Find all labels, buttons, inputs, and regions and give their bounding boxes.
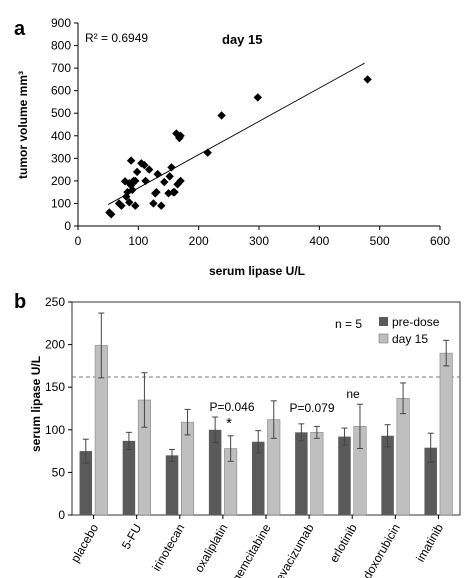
scatter-point [131,176,140,186]
scatter-point [126,156,136,165]
scatter-axes [77,23,440,227]
category-label: imatinib [413,521,446,564]
scatter-ticks: 0 100 200 300 400 500 600 0 100 200 300 400 500 600 70… [51,16,450,248]
bar-chart: 0 50 100 150 200 250 placebo 5-FU irinotecan oxa… [29,295,461,578]
scatter-point [203,148,212,157]
scatter-point [144,165,154,174]
scatter-point [128,185,137,195]
bar-pre-dose [295,432,308,515]
scatter-x-tick-label: 0 [75,234,82,248]
scatter-r2: R² = 0.6949 [85,31,148,45]
legend-label-day-15: day 15 [392,332,428,346]
scatter-point [117,201,126,210]
bevacizumab-p-value: P=0.079 [289,401,334,415]
bar-pre-dose [424,447,437,515]
scatter-point [120,177,130,186]
bar-day-15 [181,421,195,516]
panel-label-a: a [14,18,26,40]
category-label: erlotinib [327,521,360,565]
scatter-plot: 0 100 200 300 400 500 600 0 100 200 300 400 500 600 70… [16,16,450,278]
scatter-trendline [107,62,365,205]
bar-pre-dose [122,440,136,515]
category-label: placebo [68,521,101,565]
scatter-title: day 15 [222,32,262,47]
scatter-y-tick-label: 100 [51,196,71,210]
panel-label-b: b [14,291,26,313]
scatter-y-tick-label: 500 [51,106,71,120]
scatter-y-tick-label: 300 [51,151,71,165]
bar-y-tick-label: 150 [45,380,65,394]
bar-pre-dose [338,436,351,515]
oxaliplatin-significance: * [226,415,232,432]
bar-pre-dose [79,451,93,515]
bar-day-15 [439,352,453,516]
scatter-point [363,75,372,84]
erlotinib-ne: ne [346,387,360,401]
category-label: gemcitabine [229,521,274,578]
legend: pre-dose day 15 [378,315,440,346]
bar-y-label: serum lipase U/L [29,356,43,452]
scatter-point [140,160,149,170]
bar-y-tick-label: 0 [58,508,65,522]
scatter-point [170,187,179,197]
n-label: n = 5 [335,317,362,331]
scatter-point [153,169,162,179]
bar-day-15 [310,432,324,516]
scatter-x-tick-label: 600 [430,234,450,248]
bar-category-labels: placebo 5-FU irinotecan oxaliplatingemcitab… [68,515,446,578]
scatter-point [165,172,174,181]
scatter-point [131,201,140,210]
legend-swatch-pre-dose [379,317,388,326]
bar-pre-dose [381,435,394,515]
scatter-point [253,93,262,102]
scatter-x-tick-label: 500 [370,234,390,248]
bar-pre-dose [165,455,179,515]
scatter-y-label: tumor volume mm³ [16,71,30,179]
scatter-y-tick-label: 400 [51,129,71,143]
scatter-point [149,199,158,208]
legend-swatch-day-15 [378,333,389,344]
bar-y-tick-label: 100 [45,423,65,437]
category-label: bevacizumab [269,521,317,578]
category-label: doxorubicin [360,522,403,578]
scatter-point [176,176,185,186]
scatter-point [125,198,134,207]
scatter-y-tick-label: 0 [64,219,71,233]
scatter-point [132,167,142,177]
scatter-point [106,210,116,219]
scatter-x-tick-label: 200 [189,234,209,248]
bar-pre-dose [208,429,222,515]
scatter-y-tick-label: 700 [51,61,71,75]
scatter-y-tick-label: 600 [51,84,71,98]
bar-y-tick-label: 200 [45,338,65,352]
scatter-x-tick-label: 100 [128,234,148,248]
oxaliplatin-p-value: P=0.046 [209,400,254,414]
scatter-y-tick-label: 900 [51,16,71,30]
bar-groups [79,312,453,516]
category-label: irinotecan [149,522,187,574]
scatter-point [141,176,150,186]
scatter-points [105,75,372,219]
category-label: 5-FU [119,522,144,552]
scatter-x-tick-label: 400 [309,234,329,248]
category-label: oxaliplatin [192,522,231,575]
scatter-point [152,187,161,197]
scatter-point [160,177,169,187]
bar-y-tick-label: 250 [45,295,65,309]
scatter-point [167,163,176,172]
scatter-x-label: serum lipase U/L [209,264,305,278]
scatter-point [176,131,185,140]
bar-pre-dose [252,441,265,515]
scatter-y-tick-label: 200 [51,174,71,188]
legend-label-pre-dose: pre-dose [392,315,440,329]
bar-day-15 [396,398,410,516]
scatter-point [157,201,166,210]
bar-y-tick-label: 50 [52,465,66,479]
scatter-y-tick-label: 800 [51,39,71,53]
bar-y-ticks: 0 50 100 150 200 250 [45,295,72,522]
scatter-point [217,111,226,120]
scatter-x-tick-label: 300 [249,234,269,248]
